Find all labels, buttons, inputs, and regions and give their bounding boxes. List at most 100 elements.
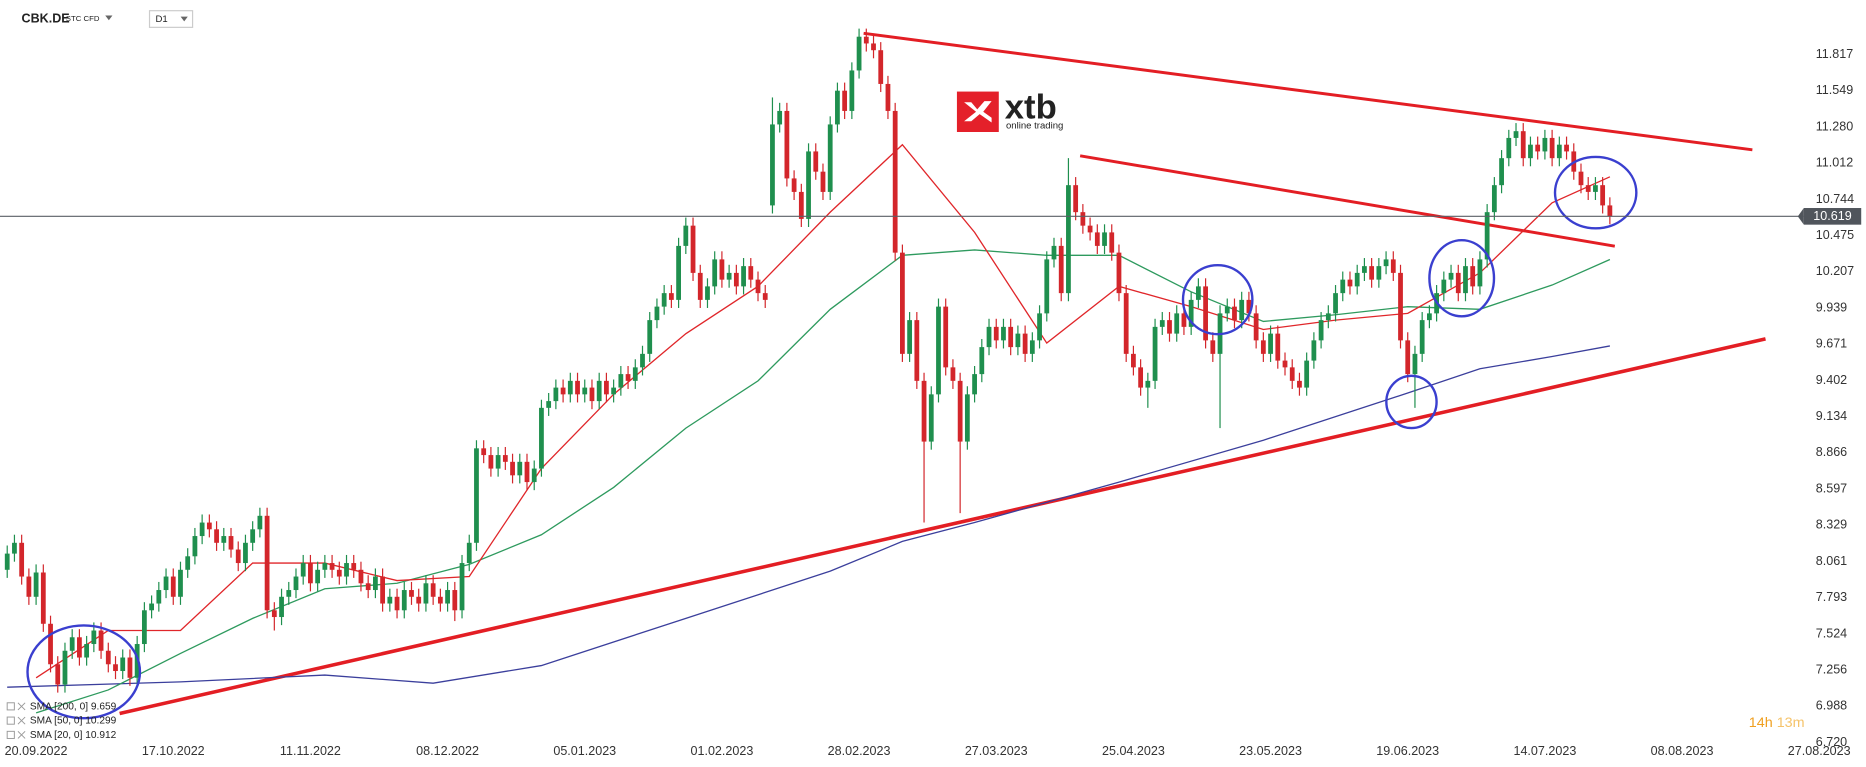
legend-close-icon: [17, 716, 26, 725]
x-tick-label: 27.03.2023: [965, 744, 1028, 758]
symbol: CBK.DE: [22, 11, 70, 25]
dropdown-arrow[interactable]: [180, 16, 188, 22]
candle-body: [900, 252, 905, 354]
candle-body: [1311, 340, 1317, 361]
legend-entry: SMA [20, 0] 10.912: [30, 730, 117, 741]
sma-line: [35, 249, 1611, 714]
legend-icon: [6, 730, 15, 739]
candle-body: [1297, 380, 1302, 388]
candle-body: [329, 563, 335, 570]
candle-body: [640, 353, 645, 368]
candle-body: [654, 306, 660, 321]
legend-name: SMA [20, 0]: [30, 730, 83, 741]
last-price-label: 10.619: [1813, 209, 1851, 223]
candle-body: [163, 576, 169, 591]
candle-body: [206, 522, 212, 530]
x-tick-label: 01.02.2023: [691, 744, 754, 758]
legend-value: 10.299: [85, 715, 116, 726]
candle-body: [762, 293, 768, 300]
candle-body: [156, 590, 162, 604]
candle-body: [1044, 259, 1050, 314]
candle-body: [430, 583, 436, 597]
candle-body: [358, 569, 364, 584]
candle-body: [632, 367, 638, 381]
candle-body: [452, 590, 458, 611]
timeframe-select[interactable]: [148, 10, 194, 28]
candle-body: [733, 272, 739, 287]
candle-body: [1123, 293, 1129, 354]
candle-body: [668, 293, 674, 300]
dropdown-arrow[interactable]: [105, 15, 113, 21]
annotation-circles: [26, 155, 1638, 720]
y-tick-label: 11.280: [1816, 119, 1854, 133]
candle-body: [1001, 326, 1006, 341]
candle-body: [1094, 232, 1100, 246]
candle-body: [986, 326, 992, 348]
candle-body: [1058, 245, 1064, 294]
timeframe: D1: [156, 14, 168, 25]
candle-body: [604, 380, 609, 395]
candle-body: [445, 590, 450, 604]
candle-body: [1109, 232, 1115, 253]
candle-body: [661, 293, 667, 307]
candle-body: [113, 664, 118, 672]
candle-body: [878, 50, 884, 84]
candle-body: [1008, 326, 1014, 348]
candle-body: [1289, 367, 1295, 381]
candle-body: [712, 259, 718, 287]
candle-body: [1441, 279, 1447, 294]
candle-body: [286, 590, 292, 597]
x-tick-label: 28.02.2023: [828, 744, 891, 758]
candle-body: [178, 569, 183, 597]
candle-body: [1398, 272, 1403, 341]
y-tick-label: 7.793: [1816, 590, 1847, 604]
candle-body: [979, 347, 985, 375]
candle-body: [943, 306, 949, 368]
candle-body: [1347, 279, 1353, 287]
candle-body: [466, 542, 472, 564]
y-tick-label: 9.402: [1816, 373, 1847, 387]
candle-body: [77, 637, 82, 658]
candle-body: [69, 637, 75, 651]
candle-body: [993, 326, 999, 341]
candle-body: [517, 461, 523, 476]
candle-body: [1080, 212, 1086, 226]
candle-body: [928, 394, 934, 442]
candle-body: [647, 320, 653, 354]
candle-body: [19, 542, 25, 577]
candle-body: [1145, 380, 1151, 388]
candle-body: [697, 272, 703, 300]
candle-body: [1556, 144, 1562, 159]
candle-body: [964, 394, 970, 442]
candle-body: [950, 367, 956, 381]
candle-body: [127, 657, 133, 678]
x-tick-label: 05.01.2023: [553, 744, 616, 758]
y-tick-label: 9.134: [1816, 409, 1847, 423]
x-tick-label: 08.12.2022: [416, 744, 479, 758]
candle-body: [293, 576, 299, 591]
candle-body: [55, 664, 61, 685]
candle-body: [105, 650, 111, 665]
candle-body: [1087, 225, 1093, 233]
y-tick-label: 8.329: [1816, 518, 1847, 532]
candle-body: [221, 536, 227, 543]
candle-body: [1535, 144, 1541, 152]
candle-body: [885, 83, 891, 111]
x-tick-label: 11.11.2022: [280, 744, 341, 758]
candle-body: [1463, 266, 1468, 294]
candle-body: [1232, 306, 1237, 321]
candle-body: [1253, 313, 1259, 341]
candle-body: [387, 596, 393, 604]
candle-body: [553, 387, 559, 402]
candle-body: [575, 380, 580, 395]
candle-body: [12, 542, 17, 554]
candle-body: [560, 387, 566, 395]
candle-body: [1362, 266, 1367, 273]
legend-close-icon: [17, 730, 26, 739]
candle-body: [936, 306, 941, 395]
candle-body: [1448, 272, 1454, 280]
candle-body: [690, 225, 696, 273]
x-tick-label: 25.04.2023: [1102, 744, 1165, 758]
candle-body: [235, 549, 241, 564]
